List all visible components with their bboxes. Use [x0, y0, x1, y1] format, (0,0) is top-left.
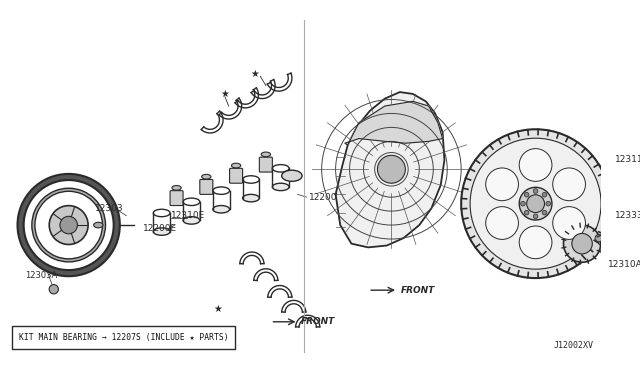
Circle shape [519, 187, 552, 220]
Circle shape [461, 129, 610, 278]
Circle shape [572, 234, 592, 254]
Circle shape [49, 206, 88, 244]
Circle shape [524, 192, 529, 197]
FancyBboxPatch shape [259, 157, 273, 172]
Circle shape [527, 195, 545, 213]
Circle shape [563, 225, 601, 262]
Polygon shape [345, 101, 443, 145]
Circle shape [553, 207, 586, 240]
Ellipse shape [273, 183, 289, 191]
Text: J12002XV: J12002XV [553, 341, 593, 350]
Circle shape [533, 214, 538, 219]
Text: 12303A: 12303A [25, 271, 57, 280]
Circle shape [542, 210, 547, 215]
Text: ★: ★ [213, 304, 222, 314]
Ellipse shape [154, 228, 170, 235]
Circle shape [524, 210, 529, 215]
Ellipse shape [282, 170, 302, 181]
Text: ★: ★ [221, 89, 229, 99]
Text: 12303: 12303 [95, 204, 124, 213]
FancyBboxPatch shape [12, 327, 235, 349]
FancyBboxPatch shape [230, 168, 243, 183]
Circle shape [595, 234, 602, 242]
Text: 12200: 12200 [308, 193, 337, 202]
Ellipse shape [172, 186, 181, 190]
Circle shape [533, 189, 538, 193]
Text: KIT MAIN BEARING → 12207S (INCLUDE ★ PARTS): KIT MAIN BEARING → 12207S (INCLUDE ★ PAR… [19, 333, 228, 342]
Circle shape [520, 201, 525, 206]
Text: 12333: 12333 [614, 211, 640, 220]
Ellipse shape [261, 152, 271, 157]
Circle shape [60, 216, 77, 234]
Circle shape [553, 168, 586, 201]
Polygon shape [335, 92, 444, 247]
Circle shape [486, 207, 518, 240]
Ellipse shape [213, 206, 230, 213]
Text: ★: ★ [250, 68, 259, 78]
Text: 12310E: 12310E [171, 211, 205, 220]
Circle shape [519, 226, 552, 259]
Text: FRONT: FRONT [301, 317, 335, 326]
FancyBboxPatch shape [200, 179, 213, 195]
Text: 12200E: 12200E [143, 224, 177, 233]
Circle shape [519, 148, 552, 181]
Circle shape [542, 192, 547, 197]
Ellipse shape [183, 217, 200, 224]
Text: FRONT: FRONT [401, 286, 435, 295]
Circle shape [49, 285, 58, 294]
Ellipse shape [93, 222, 103, 228]
Ellipse shape [232, 163, 241, 168]
Circle shape [546, 201, 550, 206]
Circle shape [378, 155, 405, 183]
Text: 12310A: 12310A [608, 260, 640, 269]
Text: 12311: 12311 [614, 155, 640, 164]
Circle shape [486, 168, 518, 201]
Ellipse shape [243, 195, 259, 202]
Ellipse shape [202, 174, 211, 179]
Circle shape [470, 138, 601, 269]
FancyBboxPatch shape [170, 191, 183, 206]
